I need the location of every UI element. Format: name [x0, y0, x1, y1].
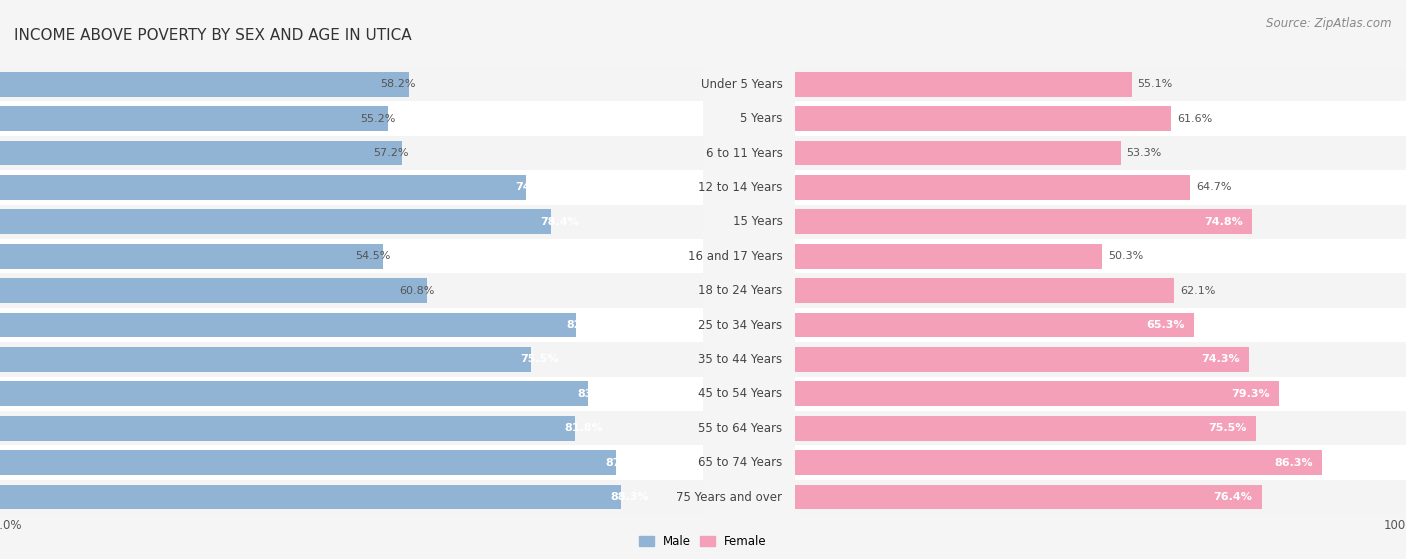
Text: 12 to 14 Years: 12 to 14 Years: [699, 181, 783, 194]
Bar: [0, 480, 703, 514]
Text: 78.4%: 78.4%: [540, 217, 579, 227]
Text: 5 Years: 5 Years: [740, 112, 783, 125]
Bar: [794, 278, 1174, 303]
Bar: [0, 136, 703, 170]
Bar: [0, 342, 703, 377]
Bar: [794, 175, 1191, 200]
Text: Source: ZipAtlas.com: Source: ZipAtlas.com: [1267, 17, 1392, 30]
Bar: [794, 347, 1249, 372]
Text: 50.3%: 50.3%: [1108, 252, 1143, 261]
Bar: [0, 72, 409, 97]
Bar: [0, 485, 621, 509]
Bar: [0, 141, 402, 165]
Bar: [0, 278, 427, 303]
Bar: [794, 205, 1406, 239]
Text: 86.3%: 86.3%: [1274, 458, 1313, 468]
Bar: [0, 67, 703, 102]
Text: 61.6%: 61.6%: [1177, 113, 1212, 124]
Bar: [0, 381, 589, 406]
Bar: [794, 342, 1406, 377]
Bar: [794, 416, 1256, 440]
Bar: [794, 446, 1406, 480]
Bar: [0, 308, 703, 342]
Text: 60.8%: 60.8%: [399, 286, 434, 296]
Bar: [794, 67, 1406, 102]
Bar: [0, 175, 526, 200]
Bar: [0, 451, 616, 475]
Text: 6 to 11 Years: 6 to 11 Years: [706, 146, 783, 159]
Bar: [794, 72, 1132, 97]
Text: 83.7%: 83.7%: [578, 389, 616, 399]
Bar: [0, 102, 703, 136]
Bar: [794, 312, 1194, 338]
Bar: [794, 106, 1171, 131]
Bar: [794, 244, 1102, 269]
Text: 16 and 17 Years: 16 and 17 Years: [688, 250, 783, 263]
Text: 87.6%: 87.6%: [605, 458, 644, 468]
Text: 65 to 74 Years: 65 to 74 Years: [699, 456, 783, 469]
Bar: [794, 273, 1406, 308]
Bar: [794, 381, 1279, 406]
Text: 79.3%: 79.3%: [1232, 389, 1270, 399]
Legend: Male, Female: Male, Female: [634, 530, 772, 553]
Bar: [0, 244, 382, 269]
Bar: [0, 411, 703, 446]
Text: 53.3%: 53.3%: [1126, 148, 1161, 158]
Text: 45 to 54 Years: 45 to 54 Years: [699, 387, 783, 400]
Text: 65.3%: 65.3%: [1146, 320, 1185, 330]
Bar: [794, 210, 1251, 234]
Text: 88.3%: 88.3%: [610, 492, 648, 502]
Bar: [0, 239, 703, 273]
Bar: [0, 416, 575, 440]
Text: 74.3%: 74.3%: [1201, 354, 1240, 364]
Text: 55.2%: 55.2%: [360, 113, 395, 124]
Bar: [794, 485, 1261, 509]
Text: 75.5%: 75.5%: [1209, 423, 1247, 433]
Bar: [0, 170, 703, 205]
Bar: [794, 377, 1406, 411]
Bar: [794, 308, 1406, 342]
Text: 62.1%: 62.1%: [1181, 286, 1216, 296]
Bar: [0, 205, 703, 239]
Bar: [0, 446, 703, 480]
Text: 75.5%: 75.5%: [520, 354, 558, 364]
Bar: [0, 106, 388, 131]
Bar: [0, 377, 703, 411]
Bar: [0, 273, 703, 308]
Text: 64.7%: 64.7%: [1197, 182, 1232, 192]
Text: 74.8%: 74.8%: [515, 182, 554, 192]
Bar: [0, 210, 551, 234]
Text: 58.2%: 58.2%: [381, 79, 416, 89]
Text: 55 to 64 Years: 55 to 64 Years: [699, 422, 783, 435]
Text: 81.8%: 81.8%: [565, 423, 603, 433]
Bar: [794, 102, 1406, 136]
Bar: [0, 312, 576, 338]
Text: 74.8%: 74.8%: [1204, 217, 1243, 227]
Text: INCOME ABOVE POVERTY BY SEX AND AGE IN UTICA: INCOME ABOVE POVERTY BY SEX AND AGE IN U…: [14, 28, 412, 43]
Text: 75 Years and over: 75 Years and over: [676, 491, 783, 504]
Text: 76.4%: 76.4%: [1213, 492, 1253, 502]
Text: 25 to 34 Years: 25 to 34 Years: [699, 319, 783, 331]
Text: 15 Years: 15 Years: [733, 215, 783, 229]
Bar: [794, 239, 1406, 273]
Text: Under 5 Years: Under 5 Years: [700, 78, 783, 91]
Bar: [794, 141, 1121, 165]
Text: 18 to 24 Years: 18 to 24 Years: [699, 284, 783, 297]
Bar: [794, 451, 1322, 475]
Bar: [794, 136, 1406, 170]
Bar: [0, 347, 531, 372]
Text: 55.1%: 55.1%: [1137, 79, 1173, 89]
Text: 35 to 44 Years: 35 to 44 Years: [699, 353, 783, 366]
Text: 54.5%: 54.5%: [354, 252, 389, 261]
Bar: [794, 480, 1406, 514]
Text: 57.2%: 57.2%: [374, 148, 409, 158]
Bar: [794, 411, 1406, 446]
Text: 82.0%: 82.0%: [565, 320, 605, 330]
Bar: [794, 170, 1406, 205]
